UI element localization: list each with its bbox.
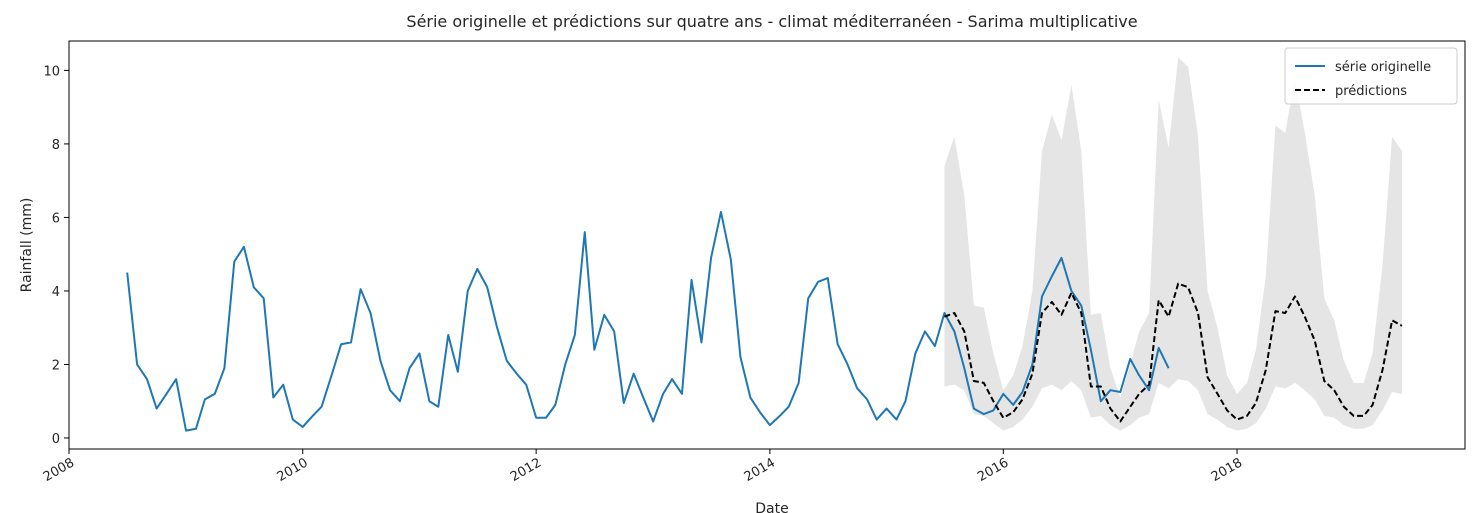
confidence-band-layer — [944, 57, 1403, 431]
legend-box — [1284, 47, 1458, 105]
x-tick-label: 2010 — [275, 455, 311, 485]
x-axis: 2008 2010 2012 2014 2016 2018 — [41, 449, 1245, 485]
y-tick-label: 8 — [52, 138, 60, 153]
x-tick-label: 2012 — [508, 455, 544, 485]
x-tick-label: 2016 — [975, 455, 1011, 485]
legend-label: série originelle — [1335, 60, 1431, 75]
y-tick-label: 0 — [52, 432, 60, 447]
series-line-predictions — [944, 282, 1403, 423]
series-layer — [126, 210, 1403, 432]
legend: série originelle prédictions — [1284, 47, 1458, 105]
plot-frame — [68, 40, 1466, 450]
x-tick-label: 2014 — [742, 455, 778, 485]
series-line-original — [126, 210, 1170, 432]
y-tick-label: 4 — [52, 285, 60, 300]
y-tick-label: 2 — [52, 358, 60, 373]
legend-label: prédictions — [1335, 84, 1407, 99]
confidence-band — [944, 57, 1403, 431]
y-tick-label: 6 — [52, 211, 60, 226]
y-axis-label: Rainfall (mm) — [19, 198, 35, 293]
x-tick-label: 2008 — [41, 455, 77, 485]
x-axis-label: Date — [755, 501, 788, 513]
x-tick-label: 2018 — [1209, 455, 1245, 485]
y-tick-label: 10 — [43, 64, 60, 79]
chart-title: Série originelle et prédictions sur quat… — [406, 12, 1137, 31]
y-axis: 0 2 4 6 8 10 — [43, 64, 69, 447]
plot-area — [69, 41, 1465, 449]
